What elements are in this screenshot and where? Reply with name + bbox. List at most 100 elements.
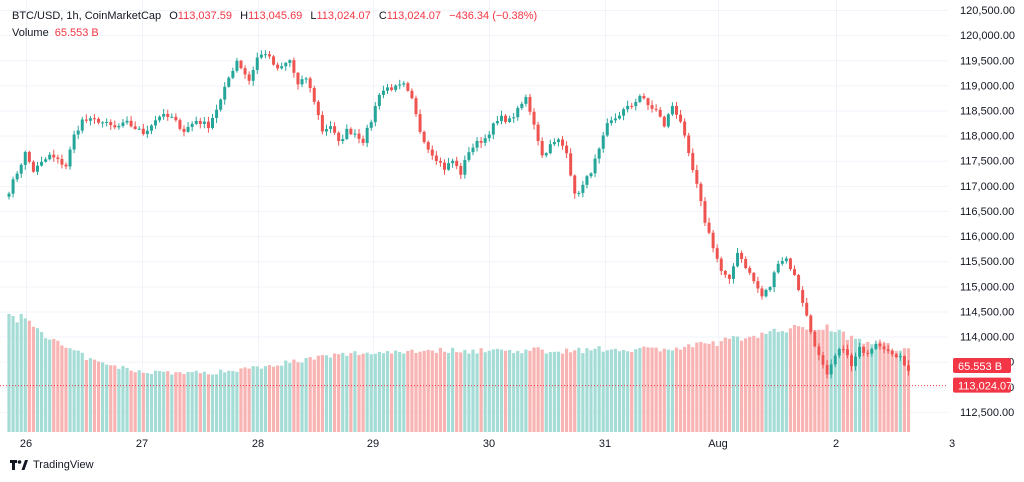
change-value: −436.34 (−0.38%) bbox=[449, 10, 538, 22]
candle-body bbox=[703, 201, 707, 223]
y-tick-label: 118,000.00 bbox=[960, 131, 1014, 143]
volume-bar bbox=[613, 348, 618, 432]
volume-bar bbox=[825, 324, 829, 432]
candle-body bbox=[434, 155, 438, 161]
x-tick-label: 3 bbox=[949, 438, 955, 450]
candle-body bbox=[491, 123, 495, 135]
volume-bar bbox=[223, 372, 227, 432]
volume-bar bbox=[324, 355, 329, 432]
candle-body bbox=[243, 68, 247, 75]
volume-bar bbox=[219, 369, 223, 432]
volume-label[interactable]: Volume bbox=[12, 27, 49, 39]
candle-body bbox=[687, 135, 691, 153]
volume-bar bbox=[760, 332, 764, 432]
candle-body bbox=[768, 287, 772, 290]
candle-body bbox=[797, 275, 801, 290]
volume-bar bbox=[349, 353, 353, 432]
candle-body bbox=[137, 128, 141, 130]
candle-body bbox=[105, 121, 109, 123]
symbol-label[interactable]: BTC/USD, 1h, CoinMarketCap bbox=[12, 10, 162, 22]
candle-body bbox=[186, 126, 190, 132]
volume-bar bbox=[638, 347, 642, 432]
volume-bar bbox=[105, 364, 109, 432]
volume-bar bbox=[552, 351, 556, 432]
volume-bar bbox=[809, 328, 813, 432]
candle-body bbox=[890, 351, 894, 355]
candle-body bbox=[455, 160, 459, 166]
volume-bar bbox=[772, 328, 776, 432]
volume-bar bbox=[508, 349, 512, 432]
volume-bar bbox=[312, 359, 316, 432]
volume-bar bbox=[451, 347, 455, 432]
volume-bar bbox=[353, 351, 357, 432]
volume-bar bbox=[113, 365, 117, 432]
volume-bar bbox=[96, 361, 101, 432]
volume-bar bbox=[402, 353, 406, 432]
candle-body bbox=[410, 90, 414, 99]
volume-bar bbox=[556, 351, 561, 432]
volume-bar bbox=[162, 371, 166, 432]
volume-bar bbox=[715, 345, 719, 432]
volume-bar bbox=[740, 340, 744, 432]
volume-bar bbox=[60, 345, 64, 432]
volume-bar bbox=[174, 372, 178, 432]
candle-body bbox=[801, 289, 805, 303]
volume-row: Volume 65.553 B bbox=[12, 25, 537, 42]
candle-body bbox=[854, 356, 858, 367]
volume-bar bbox=[357, 355, 361, 432]
volume-bar bbox=[194, 370, 198, 432]
volume-bar bbox=[385, 350, 390, 432]
candle-body bbox=[748, 268, 752, 273]
candle-body bbox=[402, 83, 406, 85]
y-tick-label: 117,500.00 bbox=[960, 156, 1014, 168]
candle-body bbox=[349, 128, 353, 135]
candle-body bbox=[752, 272, 756, 282]
volume-bar bbox=[214, 374, 219, 432]
candle-body bbox=[141, 128, 145, 135]
candle-body bbox=[101, 122, 105, 124]
candle-body bbox=[430, 149, 434, 156]
candle-body bbox=[858, 346, 862, 357]
volume-bar bbox=[263, 366, 268, 432]
candle-body bbox=[296, 72, 300, 85]
candle-body bbox=[288, 60, 292, 63]
candle-body bbox=[520, 103, 524, 108]
volume-bar bbox=[744, 338, 748, 432]
candle-body bbox=[190, 123, 194, 127]
volume-bar bbox=[703, 343, 707, 432]
candle-body bbox=[727, 274, 731, 279]
volume-bar bbox=[691, 347, 695, 432]
candle-body bbox=[605, 123, 609, 136]
volume-bar bbox=[442, 351, 447, 432]
candle-body bbox=[121, 122, 125, 126]
volume-bar bbox=[345, 355, 349, 432]
volume-bar bbox=[512, 353, 516, 432]
volume-bar bbox=[190, 372, 194, 432]
candle-body bbox=[845, 349, 849, 356]
tradingview-logo[interactable]: TradingView bbox=[10, 459, 94, 471]
volume-bar bbox=[84, 359, 88, 432]
volume-bar bbox=[455, 352, 459, 432]
candle-body bbox=[886, 349, 890, 352]
candle-body bbox=[92, 118, 96, 120]
candle-body bbox=[276, 64, 280, 69]
volume-bar bbox=[528, 350, 532, 432]
volume-bar bbox=[845, 339, 850, 432]
volume-bar bbox=[328, 357, 333, 432]
candle-body bbox=[451, 160, 455, 164]
candle-body bbox=[381, 90, 385, 95]
volume-bar bbox=[674, 347, 679, 432]
candle-body bbox=[365, 127, 369, 143]
candle-body bbox=[182, 128, 186, 132]
candle-body bbox=[97, 118, 101, 123]
volume-bar bbox=[76, 350, 80, 432]
volume-bar bbox=[438, 347, 443, 432]
volume-bar bbox=[878, 341, 882, 432]
volume-bar bbox=[463, 349, 467, 432]
volume-bar bbox=[459, 352, 463, 432]
volume-bar bbox=[605, 350, 609, 432]
volume-bar bbox=[48, 339, 52, 432]
volume-bar bbox=[597, 346, 601, 432]
volume-bar bbox=[695, 342, 699, 432]
